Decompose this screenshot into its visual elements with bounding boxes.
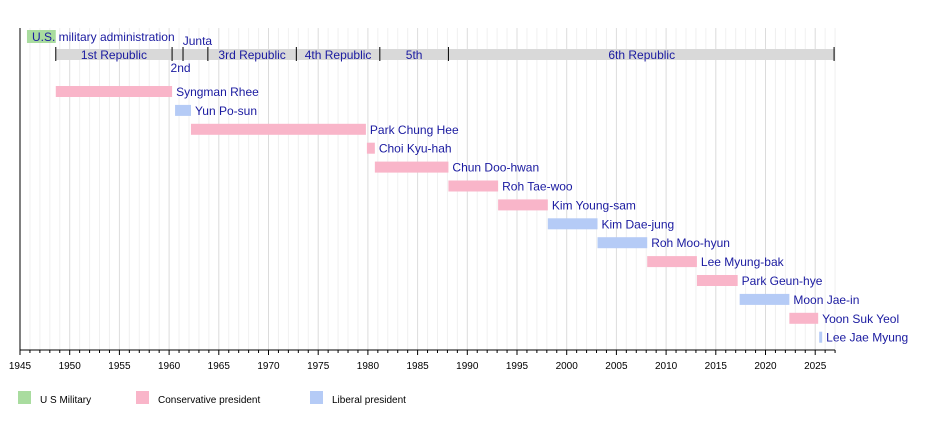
tick-label: 1950 <box>59 361 82 372</box>
legend-swatch <box>18 391 31 404</box>
president-bar <box>696 275 738 286</box>
tick-label: 1990 <box>456 361 479 372</box>
tick-label: 2005 <box>605 361 628 372</box>
legend-label: U S Military <box>40 395 91 406</box>
tick-label: 2020 <box>754 361 777 372</box>
legend-label: Conservative president <box>158 395 260 406</box>
occupation-label: U.S. military administration <box>32 30 175 44</box>
president-label: Kim Dae-jung <box>602 217 675 231</box>
president-label: Yun Po-sun <box>195 104 257 118</box>
republic-label: Junta <box>183 34 213 48</box>
president-bar <box>190 123 366 135</box>
president-label: Kim Young-sam <box>552 198 636 212</box>
republic-bar <box>55 49 836 60</box>
republic-label: 5th <box>406 48 423 62</box>
tick-label: 2000 <box>556 361 579 372</box>
president-label: Park Chung Hee <box>370 123 459 137</box>
legend-swatch <box>310 391 323 404</box>
president-bar <box>819 331 823 343</box>
president-bar <box>547 218 598 230</box>
president-bar <box>374 161 449 173</box>
president-label: Lee Myung-bak <box>701 255 785 269</box>
president-label: Park Geun-hye <box>742 274 823 288</box>
tick-label: 1980 <box>357 361 380 372</box>
tick-label: 1955 <box>108 361 131 372</box>
president-bar <box>789 312 819 324</box>
president-bar <box>597 237 648 249</box>
tick-label: 1970 <box>257 361 280 372</box>
president-label: Moon Jae-in <box>793 293 859 307</box>
president-label: Roh Tae-woo <box>502 180 573 194</box>
tick-label: 1965 <box>208 361 231 372</box>
republic-label: 6th Republic <box>608 48 675 62</box>
republic-label: 4th Republic <box>305 48 372 62</box>
president-bar <box>647 256 697 268</box>
republic-label: 2nd <box>171 61 191 75</box>
president-bar <box>366 142 375 154</box>
president-label: Syngman Rhee <box>176 85 259 99</box>
tick-label: 2025 <box>804 361 827 372</box>
tick-label: 2015 <box>705 361 728 372</box>
president-bar <box>55 86 173 97</box>
president-bar <box>175 104 191 116</box>
president-label: Lee Jae Myung <box>826 331 908 345</box>
occupation-bar <box>26 30 56 43</box>
republic-label: 1st Republic <box>81 48 147 62</box>
legend-swatch <box>136 391 149 404</box>
tick-label: 1985 <box>406 361 429 372</box>
republic-label: 3rd Republic <box>218 48 285 62</box>
president-label: Choi Kyu-hah <box>379 142 452 156</box>
president-label: Yoon Suk Yeol <box>822 312 899 326</box>
president-bar <box>448 180 499 192</box>
president-bar <box>498 199 548 211</box>
legend-label: Liberal president <box>332 395 406 406</box>
president-label: Roh Moo-hyun <box>651 236 730 250</box>
president-bar <box>739 293 790 305</box>
president-label: Chun Doo-hwan <box>452 161 539 175</box>
tick-label: 1945 <box>9 361 32 372</box>
tick-label: 1975 <box>307 361 330 372</box>
tick-label: 2010 <box>655 361 678 372</box>
tick-label: 1960 <box>158 361 181 372</box>
tick-label: 1995 <box>506 361 529 372</box>
